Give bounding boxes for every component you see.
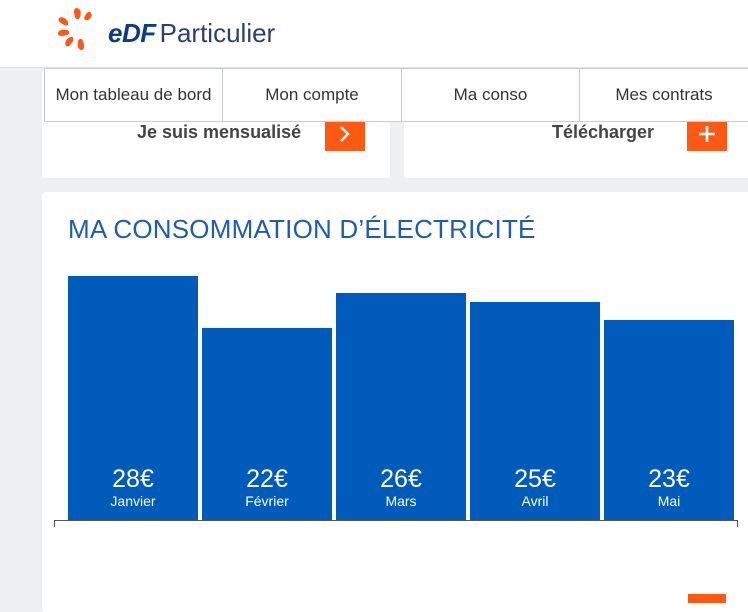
- brand-edf: eDF: [108, 18, 156, 48]
- chart-baseline: [54, 520, 738, 521]
- site-header: eDF Particulier: [0, 0, 748, 68]
- mensualise-button[interactable]: [325, 117, 365, 151]
- chart-tick-right: [737, 520, 738, 527]
- plus-icon: [699, 126, 715, 142]
- brand-name[interactable]: eDF Particulier: [108, 17, 275, 49]
- account-tabs: Mon tableau de bord Mon compte Ma conso …: [44, 68, 748, 122]
- tab-tableau-de-bord[interactable]: Mon tableau de bord: [45, 69, 223, 121]
- tab-ma-conso[interactable]: Ma conso: [402, 69, 580, 121]
- telecharger-button[interactable]: [687, 117, 727, 151]
- mensualise-label: Je suis mensualisé: [137, 122, 302, 142]
- chart-tick-left: [54, 520, 55, 527]
- brand-particulier: Particulier: [159, 18, 276, 48]
- edf-logo-icon: [58, 8, 92, 50]
- tab-mon-compte[interactable]: Mon compte: [223, 69, 402, 121]
- telecharger-label: Télécharger: [552, 122, 655, 142]
- tab-mes-contrats[interactable]: Mes contrats: [615, 85, 713, 104]
- chevron-right-icon: [340, 126, 350, 142]
- consommation-panel: MA CONSOMMATION D’ÉLECTRICITÉ: [42, 192, 748, 612]
- section-title: MA CONSOMMATION D’ÉLECTRICITÉ: [68, 214, 536, 244]
- next-button-partial[interactable]: [688, 594, 726, 603]
